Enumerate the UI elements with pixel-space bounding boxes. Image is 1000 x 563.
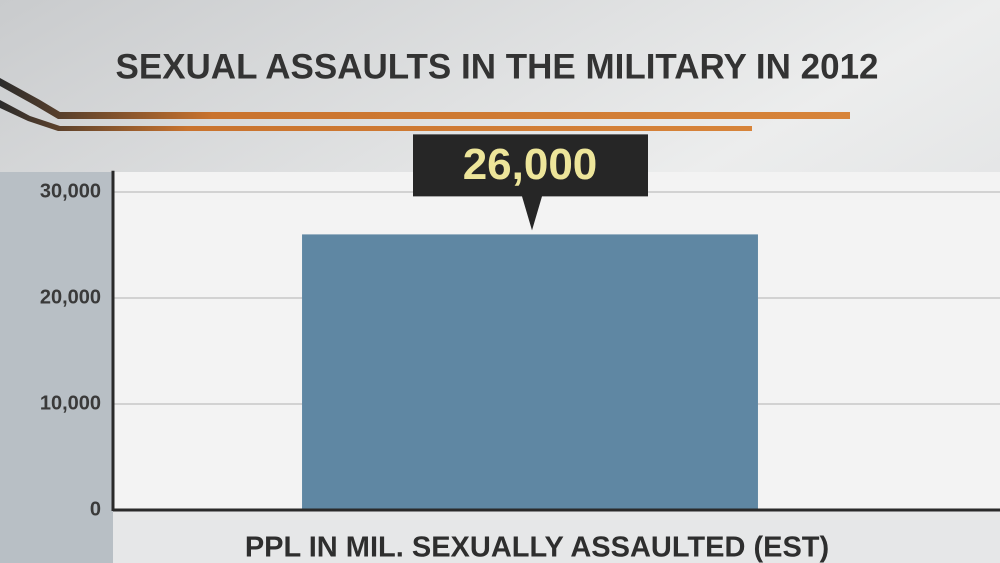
y-tick-label: 0 (90, 498, 101, 520)
category-panel (113, 510, 1000, 563)
y-tick-label: 20,000 (40, 286, 101, 308)
chart-title: SEXUAL ASSAULTS IN THE MILITARY IN 2012 (116, 47, 879, 86)
value-label: 26,000 (463, 140, 598, 189)
y-tick-label: 10,000 (40, 392, 101, 414)
bar (302, 234, 758, 510)
value-label-box (413, 134, 648, 231)
y-tick-label: 30,000 (40, 180, 101, 202)
x-tick-label: PPL IN MIL. SEXUALLY ASSAULTED (EST) (245, 532, 829, 563)
decor-line (0, 78, 850, 119)
decor-line (0, 100, 752, 131)
axis-panel (0, 172, 113, 563)
